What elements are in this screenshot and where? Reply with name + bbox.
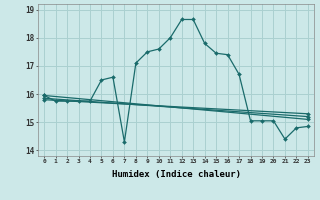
X-axis label: Humidex (Indice chaleur): Humidex (Indice chaleur) [111, 170, 241, 179]
